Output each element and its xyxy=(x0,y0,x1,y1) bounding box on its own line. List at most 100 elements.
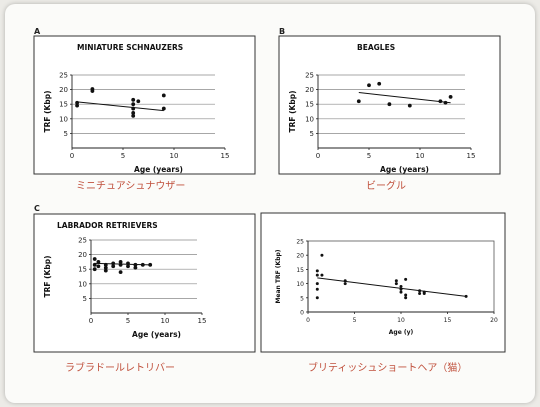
y-tick-label: 5 xyxy=(310,130,314,138)
data-point xyxy=(131,111,136,115)
data-point xyxy=(126,261,130,266)
data-point xyxy=(103,262,108,267)
data-point xyxy=(418,292,422,296)
y-axis-label: Mean TRF (Kbp) xyxy=(275,249,282,303)
panel-letter-b: B xyxy=(279,27,285,36)
caption-miniature-schnauzer: ミニチュアシュナウザー xyxy=(76,180,185,192)
data-point xyxy=(161,106,166,111)
panel-c-frame xyxy=(33,213,256,353)
data-point xyxy=(103,268,108,273)
y-tick-label: 0 xyxy=(300,310,304,317)
trend-line xyxy=(77,101,164,112)
panel-letter-a: A xyxy=(34,27,41,36)
data-point xyxy=(315,296,319,300)
y-tick-label: 15 xyxy=(59,101,68,109)
x-tick-label: 0 xyxy=(89,317,93,325)
x-tick-label: 5 xyxy=(121,152,125,160)
data-point xyxy=(438,99,443,104)
data-point xyxy=(343,282,347,286)
y-tick-label: 10 xyxy=(305,115,314,123)
y-tick-label: 20 xyxy=(78,251,87,259)
x-tick-label: 10 xyxy=(161,317,170,325)
chart-title-b: BEAGLES xyxy=(357,43,395,52)
x-tick-label: 10 xyxy=(170,152,179,160)
x-tick-label: 5 xyxy=(353,317,357,324)
data-point xyxy=(148,262,153,267)
y-axis-label: TRF (Kbp) xyxy=(43,255,52,297)
y-tick-label: 25 xyxy=(296,239,304,246)
chart-title-a: MINIATURE SCHNAUZERS xyxy=(77,43,183,52)
data-point xyxy=(448,95,453,99)
data-point xyxy=(96,260,101,264)
data-point xyxy=(118,260,123,264)
data-point xyxy=(422,292,426,296)
chart-d: 0 5 10 15 20 25 0 5 10 15 20 Age (y) Mean TRF (Kbp) xyxy=(275,239,498,337)
data-point xyxy=(133,262,138,267)
y-tick-label: 5 xyxy=(64,130,68,138)
data-point xyxy=(399,287,403,291)
data-point xyxy=(399,284,403,288)
data-point xyxy=(404,293,408,297)
x-tick-label: 5 xyxy=(126,317,130,325)
figure: A B C MINIATURE SCHNAUZERS BEAGLES LABRA… xyxy=(33,27,506,374)
data-point xyxy=(111,261,116,266)
x-tick-label: 15 xyxy=(198,317,207,325)
y-axis-label: TRF (Kbp) xyxy=(288,90,297,132)
data-point xyxy=(394,279,398,283)
panel-d-frame xyxy=(260,212,506,353)
panel-letter-c: C xyxy=(34,204,40,213)
chart-b: 5 10 15 20 25 0 5 10 15 Age (years) TRF (Kbp) xyxy=(288,72,475,175)
data-point xyxy=(320,253,324,257)
data-point xyxy=(387,102,392,107)
data-point xyxy=(133,265,138,270)
page-sheet: A B C MINIATURE SCHNAUZERS BEAGLES LABRA… xyxy=(5,4,535,403)
chart-title-c: LABRADOR RETRIEVERS xyxy=(57,221,158,230)
data-point xyxy=(126,264,130,269)
data-point xyxy=(394,282,398,286)
data-point xyxy=(464,294,468,298)
data-point xyxy=(418,289,422,293)
data-point xyxy=(315,287,319,291)
data-point xyxy=(140,262,145,267)
data-point xyxy=(404,296,408,300)
x-tick-label: 15 xyxy=(444,317,452,324)
data-point xyxy=(377,81,382,86)
x-tick-label: 10 xyxy=(416,152,425,160)
x-axis-label: Age (y) xyxy=(389,329,414,336)
y-tick-label: 20 xyxy=(305,86,314,94)
data-point xyxy=(90,87,95,91)
x-tick-label: 15 xyxy=(467,152,476,160)
data-point xyxy=(161,93,166,98)
y-tick-label: 25 xyxy=(59,72,68,80)
data-point xyxy=(118,262,123,267)
data-point xyxy=(92,267,97,272)
data-point xyxy=(75,100,79,105)
data-point xyxy=(315,282,319,286)
y-tick-label: 5 xyxy=(300,295,304,302)
data-point xyxy=(92,262,97,267)
y-tick-label: 25 xyxy=(305,72,314,80)
x-axis-label: Age (years) xyxy=(134,165,183,174)
x-tick-label: 15 xyxy=(221,152,230,160)
data-point xyxy=(404,277,408,281)
y-tick-label: 20 xyxy=(296,253,304,260)
data-point xyxy=(320,273,324,277)
chart-c: 5 10 15 20 25 0 5 10 15 Age (years) TRF (Kbp) xyxy=(43,237,206,340)
data-point xyxy=(315,273,319,277)
x-tick-label: 0 xyxy=(70,152,74,160)
data-point xyxy=(131,106,136,111)
data-point xyxy=(75,103,79,108)
caption-british-shorthair: ブリティッシュショートヘア（猫） xyxy=(308,361,467,374)
x-tick-label: 10 xyxy=(397,317,405,324)
data-point xyxy=(131,97,136,102)
data-point xyxy=(92,257,97,261)
chart-a: 5 10 15 20 25 0 5 10 15 Age (years) TRF (Kbp) xyxy=(43,72,229,175)
trend-line xyxy=(317,277,467,297)
x-tick-label: 20 xyxy=(490,317,498,324)
caption-labrador: ラブラドールレトリバー xyxy=(65,361,175,374)
y-tick-label: 5 xyxy=(83,295,87,303)
y-tick-label: 10 xyxy=(59,115,68,123)
data-point xyxy=(131,113,136,118)
data-point xyxy=(443,100,448,105)
caption-beagle: ビーグル xyxy=(366,179,406,192)
